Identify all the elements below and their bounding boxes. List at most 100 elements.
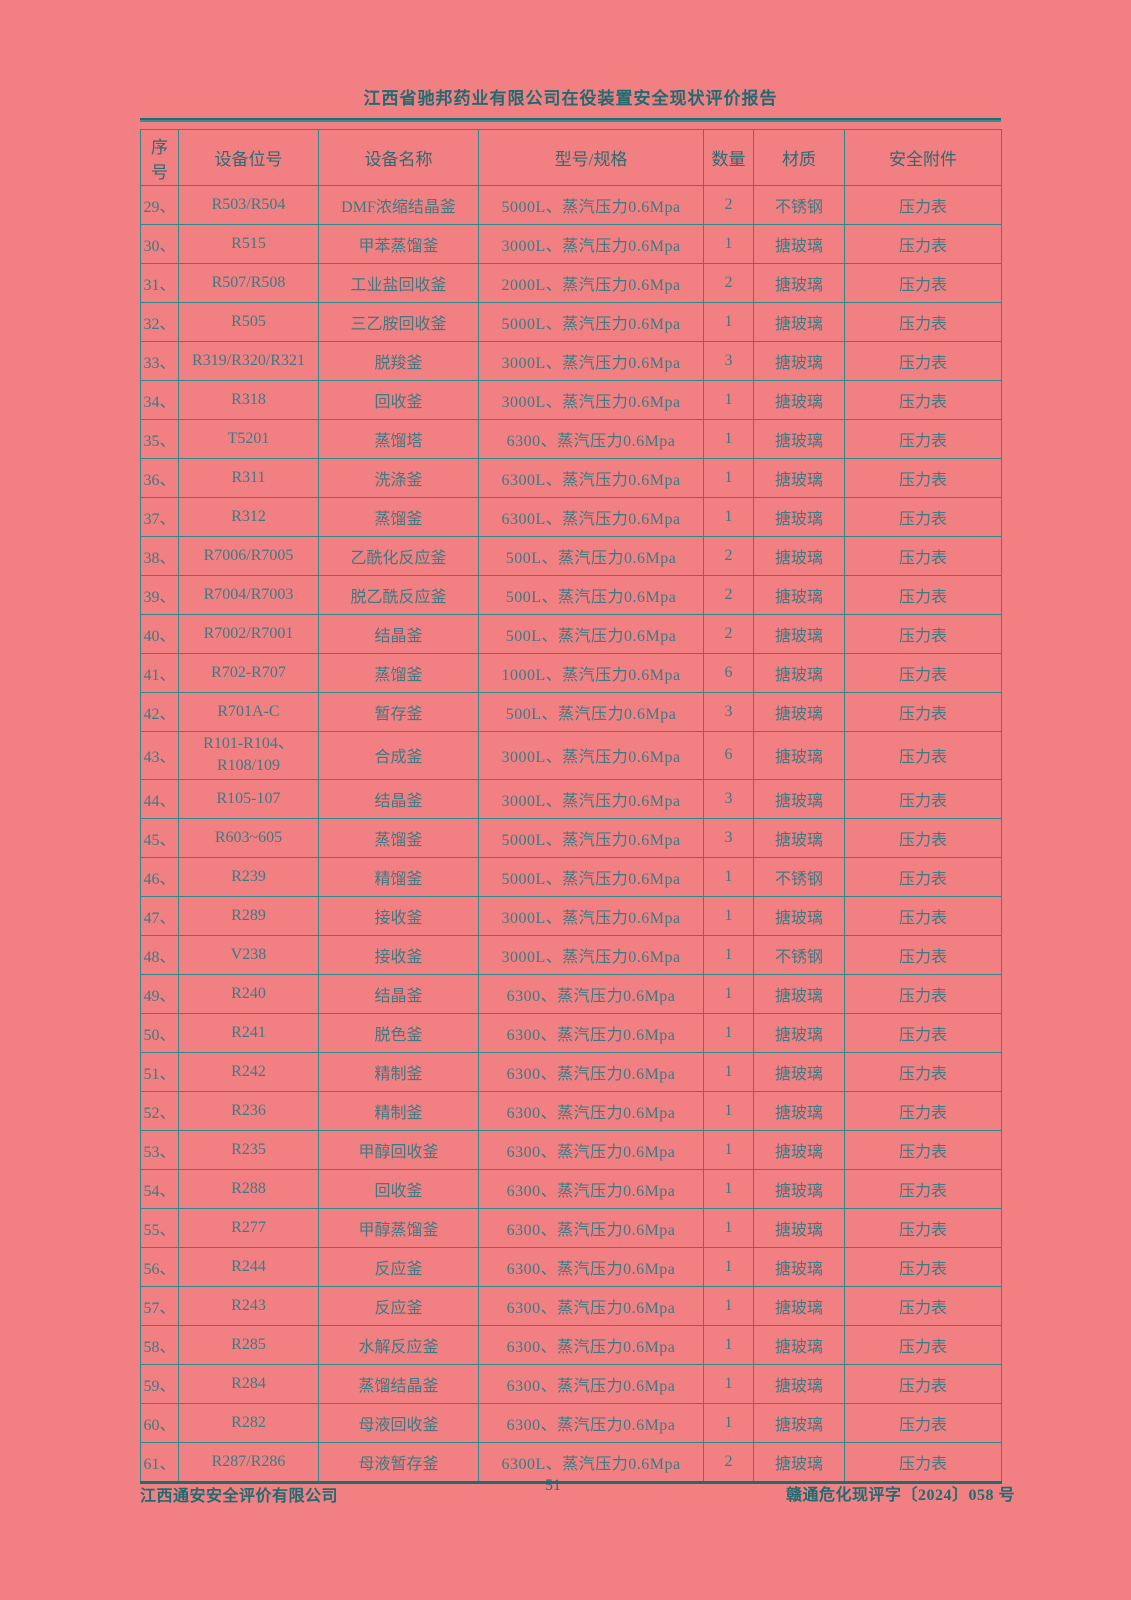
cell-material: 搪玻璃	[753, 1402, 845, 1443]
cell-no: 52、	[140, 1090, 179, 1131]
cell-tag: T5201	[178, 419, 319, 459]
cell-material: 搪玻璃	[753, 692, 845, 732]
cell-no: 33、	[140, 341, 179, 381]
table-row: 57、 R243 反应釜 6300、蒸汽压力0.6Mpa 1 搪玻璃 压力表	[140, 1285, 1002, 1326]
cell-safety: 压力表	[844, 536, 1002, 576]
cell-safety: 压力表	[844, 263, 1002, 303]
cell-material: 搪玻璃	[753, 895, 845, 936]
cell-tag: R284	[178, 1363, 319, 1404]
table-row: 39、 R7004/R7003 脱乙酰反应釜 500L、蒸汽压力0.6Mpa 2 搪玻璃压…	[140, 575, 1002, 615]
cell-no: 58、	[140, 1324, 179, 1365]
table-row: 42、 R701A-C 暂存釜 500L、蒸汽压力0.6Mpa 3 搪玻璃 压力表	[140, 692, 1002, 732]
cell-material: 搪玻璃	[753, 302, 845, 342]
footer-company: 江西通安安全评价有限公司	[140, 1488, 339, 1505]
table-row: 55、 R277 甲醇蒸馏釜 6300、蒸汽压力0.6Mpa 1 搪玻璃 压力表	[140, 1207, 1002, 1248]
cell-name: 反应釜	[318, 1246, 479, 1287]
cell-material: 搪玻璃	[753, 1168, 845, 1209]
cell-safety: 压力表	[844, 653, 1002, 693]
cell-material: 搪玻璃	[753, 1129, 845, 1170]
cell-spec: 3000L、蒸汽压力0.6Mpa	[478, 224, 704, 264]
cell-tag: R7002/R7001	[178, 614, 319, 654]
cell-spec: 5000L、蒸汽压力0.6Mpa	[478, 185, 704, 225]
cell-tag: R282	[178, 1402, 319, 1443]
cell-no: 43、	[140, 731, 179, 780]
cell-material: 搪玻璃	[753, 497, 845, 537]
cell-qty: 1	[703, 1129, 754, 1170]
cell-spec: 6300、蒸汽压力0.6Mpa	[478, 1324, 704, 1365]
table-row: 52、 R236 精制釜 6300、蒸汽压力0.6Mpa 1 搪玻璃 压力表	[140, 1090, 1002, 1131]
cell-no: 59、	[140, 1363, 179, 1404]
cell-tag: R101-R104、 R108/109	[178, 731, 319, 780]
cell-name: 母液回收釜	[318, 1402, 479, 1443]
column-header-tag: 设备位号	[178, 129, 319, 186]
cell-qty: 2	[703, 263, 754, 303]
cell-material: 搪玻璃	[753, 1207, 845, 1248]
cell-qty: 1	[703, 973, 754, 1014]
cell-no: 39、	[140, 575, 179, 615]
column-header-qty: 数量	[703, 129, 754, 186]
cell-material: 不锈钢	[753, 185, 845, 225]
cell-name: 接收釜	[318, 934, 479, 975]
cell-tag: R507/R508	[178, 263, 319, 303]
cell-spec: 6300L、蒸汽压力0.6Mpa	[478, 497, 704, 537]
cell-qty: 3	[703, 692, 754, 732]
table-row: 54、 R288 回收釜 6300、蒸汽压力0.6Mpa 1 搪玻璃 压力表	[140, 1168, 1002, 1209]
cell-spec: 3000L、蒸汽压力0.6Mpa	[478, 341, 704, 381]
cell-name: 水解反应釜	[318, 1324, 479, 1365]
cell-material: 搪玻璃	[753, 380, 845, 420]
cell-tag: R515	[178, 224, 319, 264]
cell-tag: R603~605	[178, 817, 319, 858]
table-row: 37、 R312 蒸馏釜 6300L、蒸汽压力0.6Mpa 1 搪玻璃 压力表	[140, 497, 1002, 537]
cell-qty: 2	[703, 185, 754, 225]
cell-qty: 6	[703, 731, 754, 780]
cell-name: 脱乙酰反应釜	[318, 575, 479, 615]
cell-name: 蒸馏釜	[318, 653, 479, 693]
cell-safety: 压力表	[844, 1090, 1002, 1131]
cell-tag: R236	[178, 1090, 319, 1131]
cell-safety: 压力表	[844, 1363, 1002, 1404]
cell-safety: 压力表	[844, 1012, 1002, 1053]
cell-material: 搪玻璃	[753, 973, 845, 1014]
cell-spec: 500L、蒸汽压力0.6Mpa	[478, 692, 704, 732]
table-row: 34、 R318 回收釜 3000L、蒸汽压力0.6Mpa 1 搪玻璃 压力表	[140, 380, 1002, 420]
cell-tag: R701A-C	[178, 692, 319, 732]
cell-material: 搪玻璃	[753, 1324, 845, 1365]
cell-qty: 1	[703, 1090, 754, 1131]
table-row: 49、 R240 结晶釜 6300、蒸汽压力0.6Mpa 1 搪玻璃 压力表	[140, 973, 1002, 1014]
cell-material: 搪玻璃	[753, 614, 845, 654]
cell-name: 蒸馏釜	[318, 817, 479, 858]
cell-name: 精制釜	[318, 1051, 479, 1092]
cell-name: 洗涤釜	[318, 458, 479, 498]
table-row: 38、 R7006/R7005 乙酰化反应釜 500L、蒸汽压力0.6Mpa 2 搪玻璃压…	[140, 536, 1002, 576]
cell-safety: 压力表	[844, 1441, 1002, 1483]
cell-safety: 压力表	[844, 419, 1002, 459]
cell-name: 合成釜	[318, 731, 479, 780]
cell-safety: 压力表	[844, 458, 1002, 498]
table-row: 36、 R311 洗涤釜 6300L、蒸汽压力0.6Mpa 1 搪玻璃 压力表	[140, 458, 1002, 498]
cell-tag: R7004/R7003	[178, 575, 319, 615]
cell-safety: 压力表	[844, 1129, 1002, 1170]
table-row: 47、 R289 接收釜 3000L、蒸汽压力0.6Mpa 1 搪玻璃 压力表	[140, 895, 1002, 936]
cell-no: 35、	[140, 419, 179, 459]
cell-material: 搪玻璃	[753, 341, 845, 381]
table-row: 58、 R285 水解反应釜 6300、蒸汽压力0.6Mpa 1 搪玻璃 压力表	[140, 1324, 1002, 1365]
cell-name: DMF浓缩结晶釜	[318, 185, 479, 225]
cell-material: 搪玻璃	[753, 224, 845, 264]
cell-no: 55、	[140, 1207, 179, 1248]
cell-spec: 3000L、蒸汽压力0.6Mpa	[478, 895, 704, 936]
cell-spec: 6300L、蒸汽压力0.6Mpa	[478, 1441, 704, 1483]
cell-no: 46、	[140, 856, 179, 897]
cell-spec: 6300、蒸汽压力0.6Mpa	[478, 1402, 704, 1443]
cell-safety: 压力表	[844, 692, 1002, 732]
cell-qty: 6	[703, 653, 754, 693]
cell-safety: 压力表	[844, 1324, 1002, 1365]
cell-material: 搪玻璃	[753, 1285, 845, 1326]
cell-qty: 1	[703, 458, 754, 498]
cell-name: 回收釜	[318, 380, 479, 420]
cell-no: 53、	[140, 1129, 179, 1170]
cell-safety: 压力表	[844, 1051, 1002, 1092]
cell-material: 不锈钢	[753, 856, 845, 897]
table-row: 33、 R319/R320/R321 脱羧釜 3000L、蒸汽压力0.6Mpa 3 搪玻璃…	[140, 341, 1002, 381]
cell-safety: 压力表	[844, 1246, 1002, 1287]
cell-no: 31、	[140, 263, 179, 303]
